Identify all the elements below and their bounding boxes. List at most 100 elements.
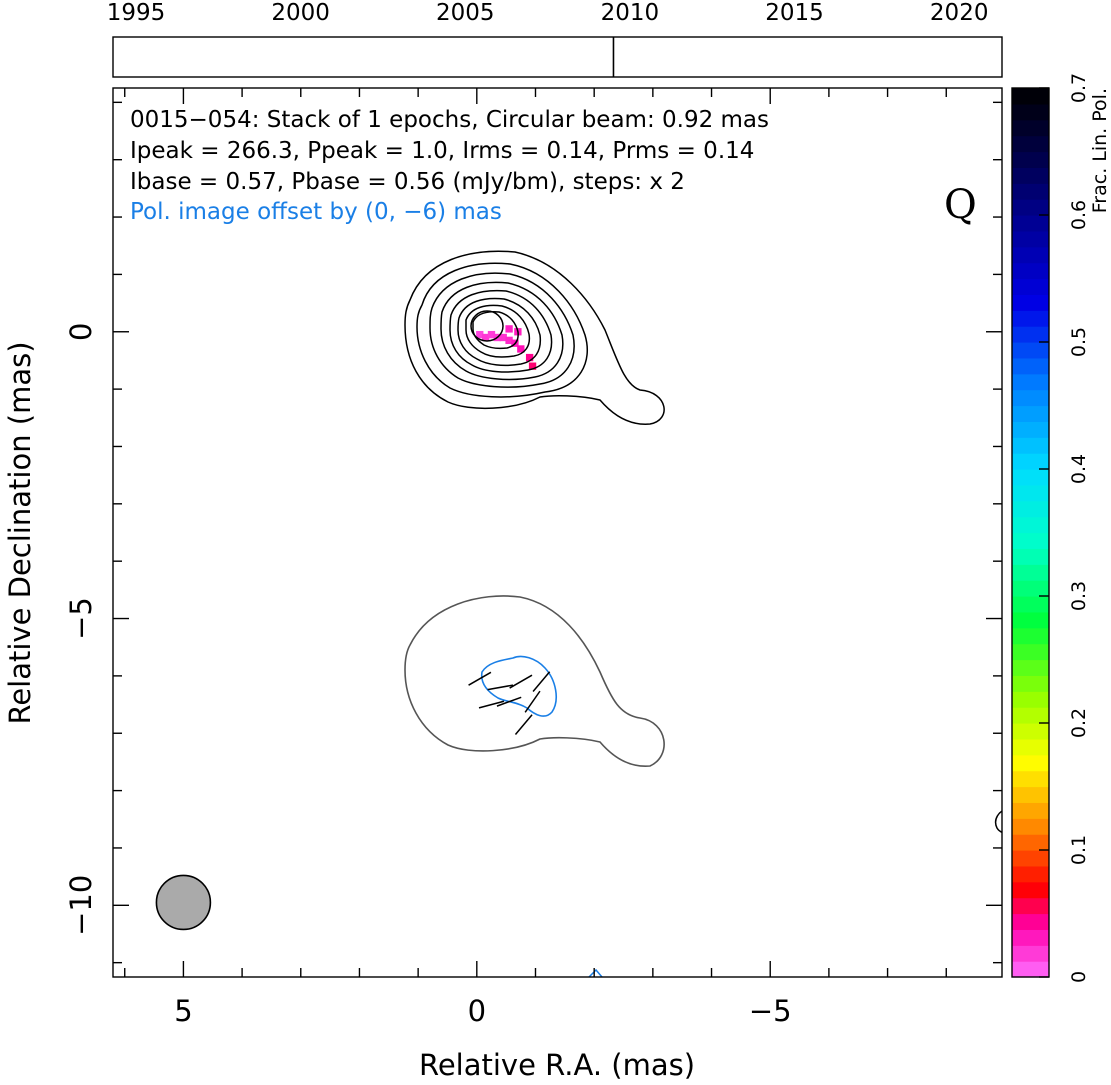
colorbar-step bbox=[1012, 865, 1049, 883]
colorbar-step bbox=[1012, 342, 1049, 359]
evpa-stick bbox=[468, 671, 492, 686]
colorbar-step bbox=[1012, 389, 1049, 407]
colorbar-step bbox=[1012, 278, 1049, 295]
restoring-beam bbox=[155, 874, 212, 931]
map-content bbox=[404, 250, 1002, 977]
colorbar-step bbox=[1012, 675, 1049, 692]
evpa-stick bbox=[532, 671, 551, 692]
colorbar-step bbox=[1012, 627, 1049, 645]
colorbar-step bbox=[1012, 453, 1049, 470]
contour-level-7 bbox=[465, 304, 531, 358]
colorbar-step bbox=[1012, 103, 1049, 121]
colorbar-step bbox=[1012, 230, 1049, 248]
colorbar-step bbox=[1012, 897, 1049, 915]
contour-level-6 bbox=[457, 297, 542, 367]
colorbar-step bbox=[1012, 421, 1049, 438]
colorbar-step bbox=[1012, 532, 1049, 549]
colorbar-step bbox=[1012, 818, 1049, 835]
colorbar-step bbox=[1012, 850, 1049, 867]
colorbar-tick-label: 0.3 bbox=[1068, 581, 1090, 611]
colorbar-step bbox=[1012, 754, 1049, 772]
colorbar-step bbox=[1012, 881, 1049, 899]
epoch-timeline: 1995 2000 2005 2010 2015 2020 bbox=[107, 0, 1003, 78]
annotation-line-1: 0015−054: Stack of 1 epochs, Circular be… bbox=[130, 107, 769, 133]
x-tick-label: 5 bbox=[174, 994, 192, 1028]
map-panel: 5 0 −5 0 −5 −10 0015−054: Stack of 1 epochs, … bbox=[3, 87, 1003, 1082]
colorbar-step bbox=[1012, 611, 1049, 629]
colorbar-step bbox=[1012, 770, 1049, 788]
x-tick-label: −5 bbox=[749, 994, 792, 1028]
frac-pol-pixel bbox=[525, 353, 534, 362]
pol-boundary-contour bbox=[480, 655, 557, 717]
band-label: Q bbox=[944, 182, 977, 228]
timeline-tick-label: 1995 bbox=[107, 0, 166, 26]
x-tick-label: 0 bbox=[468, 994, 486, 1028]
timeline-frame bbox=[112, 36, 1003, 78]
y-tick-label: −10 bbox=[64, 875, 98, 936]
timeline-tick-label: 2015 bbox=[765, 0, 824, 26]
colorbar: 0 0.1 0.2 0.3 0.4 0.5 0.6 0.7 Frac. Lin. Pol. bbox=[1011, 73, 1111, 983]
colorbar-step bbox=[1012, 564, 1049, 581]
colorbar-step bbox=[1012, 802, 1049, 819]
pol-edge-fragment bbox=[588, 968, 603, 977]
colorbar-tick-label: 0 bbox=[1068, 971, 1090, 983]
evpa-stick bbox=[524, 690, 541, 713]
annotation-offset-note: Pol. image offset by (0, −6) mas bbox=[130, 199, 502, 225]
contour-level-3 bbox=[429, 272, 575, 388]
map-frame bbox=[112, 87, 1003, 978]
colorbar-step bbox=[1012, 691, 1049, 708]
colorbar-step bbox=[1012, 135, 1049, 153]
timeline-ticks: 1995 2000 2005 2010 2015 2020 bbox=[107, 0, 989, 26]
colorbar-step bbox=[1012, 246, 1049, 264]
colorbar-step bbox=[1012, 405, 1049, 422]
frac-pol-pixel bbox=[481, 333, 490, 342]
colorbar-tick-label: 0.5 bbox=[1068, 327, 1090, 357]
colorbar-step bbox=[1012, 596, 1049, 613]
timeline-tick-label: 2010 bbox=[601, 0, 660, 26]
colorbar-step bbox=[1012, 913, 1049, 930]
colorbar-tick-label: 0.7 bbox=[1068, 73, 1090, 103]
colorbar-tick-label: 0.6 bbox=[1068, 200, 1090, 230]
colorbar-step bbox=[1012, 548, 1049, 565]
colorbar-step bbox=[1012, 373, 1049, 391]
colorbar-step bbox=[1012, 786, 1049, 803]
y-tick-label: −5 bbox=[64, 597, 98, 640]
colorbar-frame bbox=[1011, 87, 1050, 978]
evpa-stick bbox=[478, 700, 505, 709]
colorbar-step bbox=[1012, 500, 1049, 518]
evpa-stick bbox=[487, 684, 514, 691]
annotation-line-3: Ibase = 0.57, Pbase = 0.56 (mJy/bm), ste… bbox=[130, 169, 685, 195]
colorbar-step bbox=[1012, 88, 1049, 105]
colorbar-step bbox=[1012, 738, 1049, 756]
evpa-stick bbox=[496, 696, 522, 707]
frac-pol-pixel bbox=[505, 336, 513, 345]
frac-pol-pixel bbox=[528, 362, 537, 370]
frac-pol-pixel bbox=[517, 345, 525, 353]
contour-level-2 bbox=[416, 262, 589, 398]
contour-level-1 bbox=[404, 250, 665, 425]
colorbar-step bbox=[1012, 119, 1049, 137]
evpa-sticks bbox=[468, 671, 551, 736]
frac-pol-pixel bbox=[476, 330, 484, 339]
colorbar-step bbox=[1012, 183, 1049, 200]
timeline-tick-label: 2000 bbox=[271, 0, 330, 26]
frac-pol-pixel bbox=[499, 333, 507, 342]
colorbar-step bbox=[1012, 945, 1049, 962]
colorbar-step bbox=[1012, 723, 1049, 740]
colorbar-step bbox=[1012, 834, 1049, 851]
contour-edge-fragment bbox=[994, 810, 1002, 834]
stokes-i-contours bbox=[404, 250, 1002, 834]
colorbar-step bbox=[1012, 516, 1049, 534]
colorbar-step bbox=[1012, 199, 1049, 216]
annotation-line-2: Ipeak = 266.3, Ppeak = 1.0, Irms = 0.14,… bbox=[130, 138, 754, 164]
map-ticks bbox=[113, 88, 1002, 977]
contour-level-4 bbox=[440, 281, 564, 381]
colorbar-step bbox=[1012, 151, 1049, 168]
colorbar-tick-label: 0.4 bbox=[1068, 454, 1090, 484]
timeline-tick-label: 2005 bbox=[436, 0, 495, 26]
colorbar-step bbox=[1012, 167, 1049, 184]
map-tick-labels: 5 0 −5 0 −5 −10 bbox=[64, 323, 792, 1028]
colorbar-ticks: 0 0.1 0.2 0.3 0.4 0.5 0.6 0.7 bbox=[1039, 73, 1090, 983]
colorbar-step bbox=[1012, 929, 1049, 946]
